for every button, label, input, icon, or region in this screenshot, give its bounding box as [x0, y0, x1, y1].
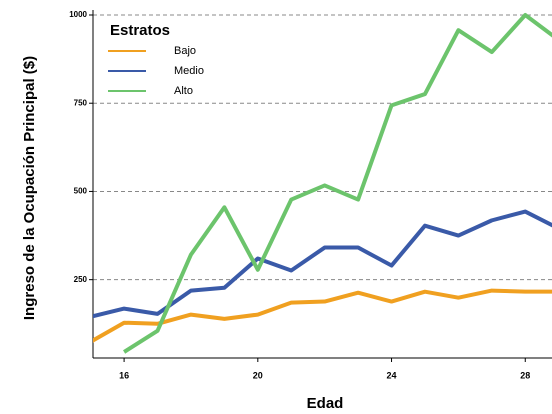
- x-axis-label: Edad: [307, 395, 344, 412]
- legend-label: Alto: [174, 85, 193, 97]
- y-tick-label: 1000: [69, 10, 87, 19]
- x-tick-label: 28: [520, 370, 530, 380]
- x-tick-label: 24: [387, 370, 397, 380]
- legend-label: Medio: [174, 65, 204, 77]
- series-line: [123, 13, 552, 354]
- legend-label: Bajo: [174, 45, 196, 57]
- y-axis-label: Ingreso de la Ocupación Principal ($): [21, 56, 38, 320]
- x-tick-label: 20: [253, 370, 263, 380]
- y-tick-label: 750: [74, 98, 88, 107]
- legend-title: Estratos: [110, 22, 170, 39]
- y-tick-label: 500: [74, 187, 88, 196]
- x-tick-label: 16: [119, 370, 129, 380]
- plot-area: [93, 13, 552, 354]
- series-line: [93, 288, 552, 343]
- y-tick-label: 250: [74, 275, 88, 284]
